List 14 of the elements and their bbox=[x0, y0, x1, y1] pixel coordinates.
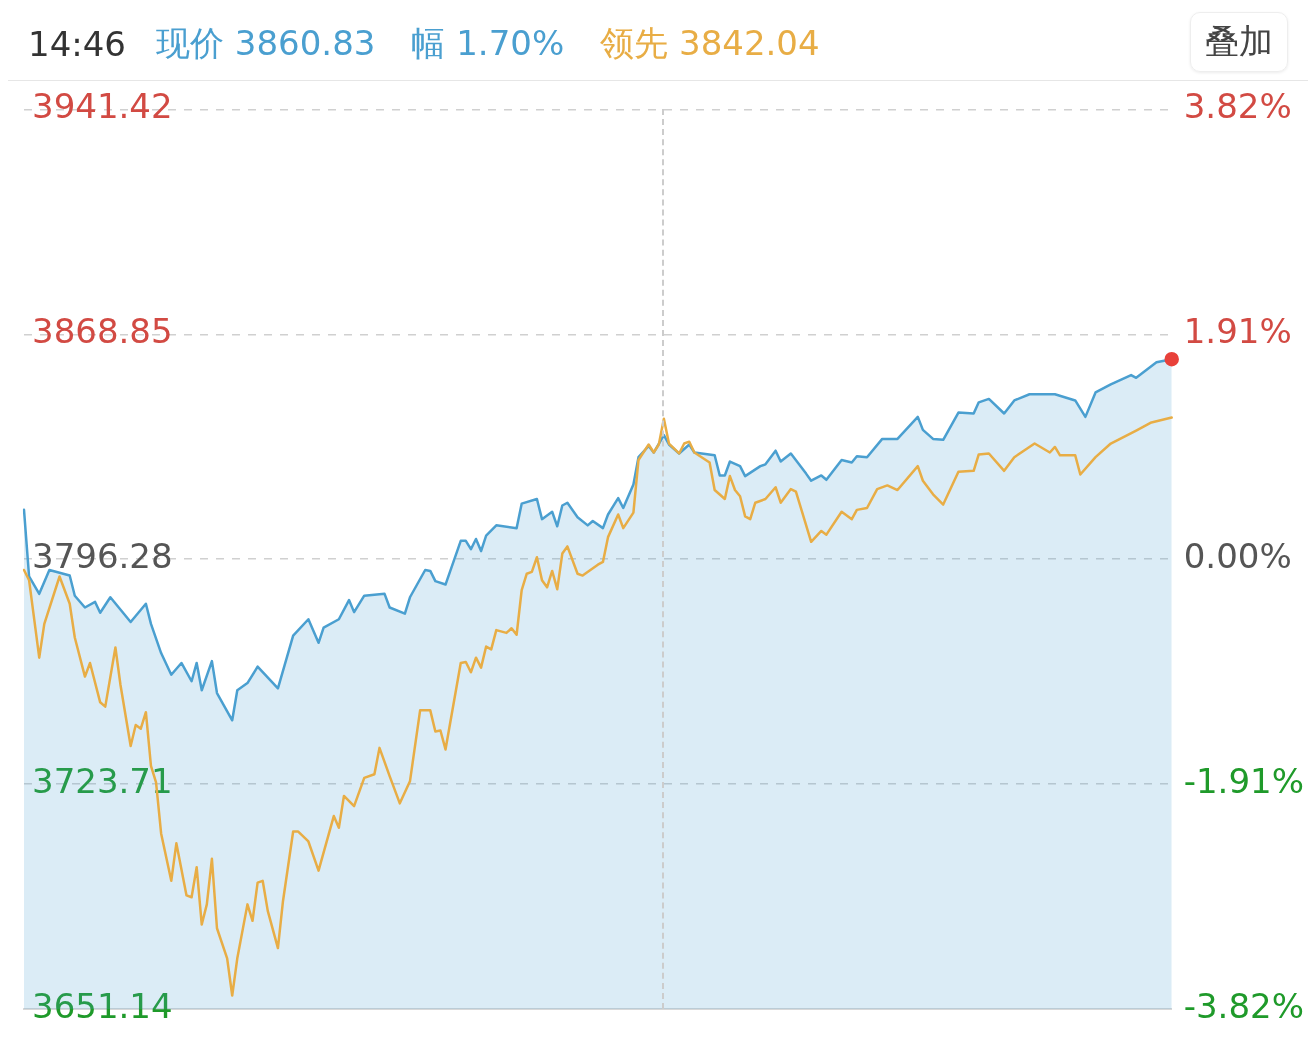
y-tick-label: 3868.85 bbox=[32, 311, 173, 352]
text: 叠加 bbox=[1190, 12, 1288, 72]
text: 现价 3860.83 bbox=[155, 22, 376, 65]
y2-tick-label: 0.00% bbox=[1183, 536, 1292, 577]
y2-tick-label: 1.91% bbox=[1183, 311, 1292, 352]
chart-title: 14:46 bbox=[28, 24, 126, 64]
y-tick-label: 3651.14 bbox=[32, 985, 173, 1026]
text: 幅 1.70% bbox=[411, 22, 565, 65]
y-tick-label: 3796.28 bbox=[32, 536, 173, 577]
y2-tick-label: -1.91% bbox=[1183, 760, 1304, 801]
y-tick-label: 3941.42 bbox=[32, 86, 173, 127]
text: 领先 3842.04 bbox=[600, 22, 820, 65]
y2-tick-label: -3.82% bbox=[1183, 985, 1304, 1026]
y2-tick-label: 3.82% bbox=[1183, 86, 1292, 127]
